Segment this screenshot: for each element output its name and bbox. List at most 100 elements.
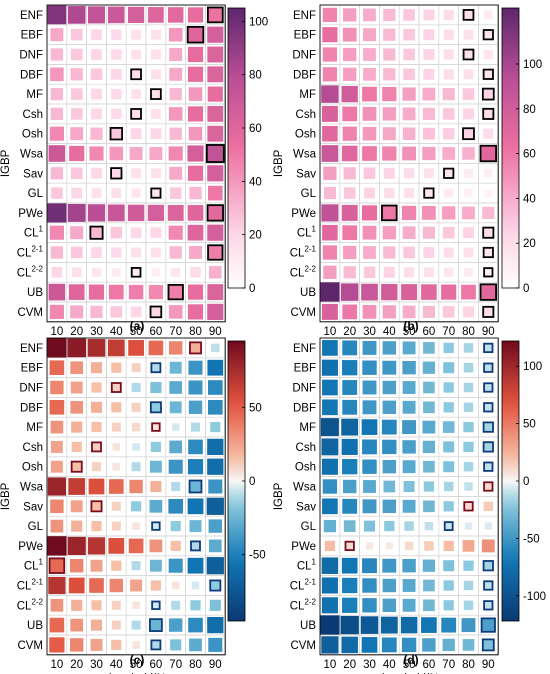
heatmap-cell: [207, 185, 223, 201]
heatmap-cell: [149, 147, 163, 160]
y-tick-label: CL1: [24, 558, 44, 573]
heatmap-cell: [443, 29, 454, 40]
y-tick-label: Csh: [296, 442, 316, 454]
y-tick-label: ENF: [20, 10, 43, 22]
x-tick-label: 70: [169, 659, 182, 671]
colorbar-tick-label: 20: [249, 230, 262, 242]
heatmap-cell: [382, 127, 396, 141]
heatmap-cell: [383, 8, 396, 21]
heatmap-cell: [188, 617, 203, 633]
heatmap-cell: [442, 306, 455, 318]
heatmap-cell: [90, 619, 103, 631]
heatmap-cell: [363, 480, 376, 493]
heatmap-cell: [343, 245, 357, 260]
heatmap-cell: [362, 598, 377, 613]
heatmap-cell: [207, 284, 224, 301]
y-tick-label: GL: [28, 521, 44, 533]
y-tick-label: DBF: [293, 69, 316, 81]
heatmap-cell: [423, 401, 435, 414]
heatmap-cell: [131, 402, 141, 412]
heatmap-cell: [167, 204, 184, 221]
heatmap-cell: [444, 188, 454, 198]
heatmap-cell: [423, 29, 435, 41]
y-tick-label: Osh: [22, 462, 43, 474]
x-tick-label: 60: [150, 659, 163, 671]
heatmap-cell: [402, 381, 416, 394]
heatmap-cell: [463, 29, 474, 40]
heatmap-cell: [381, 283, 398, 301]
heatmap-cell: [442, 226, 455, 239]
heatmap-cell: [110, 306, 123, 318]
heatmap-cell: [442, 88, 455, 101]
heatmap-cell: [189, 342, 202, 354]
heatmap-cell: [343, 520, 356, 532]
plot-frame: [319, 337, 499, 656]
x-tick-label: 20: [70, 326, 83, 338]
heatmap-cell: [323, 187, 336, 200]
heatmap-cell: [50, 519, 64, 533]
optimal-threshold-marker: [130, 267, 142, 278]
heatmap-cell: [464, 482, 473, 491]
heatmap-cell: [422, 226, 435, 239]
heatmap-cell: [49, 558, 65, 574]
heatmap-cell: [443, 580, 454, 591]
heatmap-cell: [91, 108, 102, 120]
x-tick-label: 60: [423, 326, 436, 338]
heatmap-cell: [150, 441, 161, 452]
heatmap-cell: [71, 461, 82, 472]
heatmap-cell: [342, 459, 358, 475]
plot-frame: [319, 4, 499, 323]
optimal-threshold-marker: [483, 600, 494, 611]
optimal-threshold-marker: [482, 441, 494, 453]
heatmap-cell: [421, 617, 437, 633]
heatmap-cell: [442, 108, 455, 120]
heatmap-cell: [464, 168, 473, 178]
optimal-threshold-marker: [91, 441, 102, 453]
heatmap-cell: [421, 284, 437, 300]
heatmap-cell: [109, 146, 124, 161]
heatmap-cell: [321, 577, 338, 594]
optimal-threshold-marker: [483, 580, 494, 591]
colorbar-tick-label: 40: [249, 176, 262, 188]
heatmap-cell: [169, 246, 182, 259]
heatmap-cell: [423, 342, 435, 354]
heatmap-cell: [483, 10, 493, 20]
heatmap-cell: [463, 600, 474, 611]
colorbar-tick-label: 0: [249, 476, 255, 488]
heatmap-cell: [49, 617, 65, 633]
heatmap-cell: [462, 147, 475, 160]
heatmap-cell: [207, 380, 223, 395]
panel-label: (a): [130, 319, 145, 333]
y-tick-label: DNF: [292, 383, 316, 395]
x-axis-label: threshold/%: [379, 673, 440, 674]
heatmap-cell: [422, 146, 436, 161]
heatmap-cell: [323, 519, 337, 533]
heatmap-cell: [463, 441, 474, 453]
heatmap-cell: [422, 420, 436, 434]
heatmap-cell: [441, 284, 457, 300]
optimal-threshold-marker: [483, 461, 494, 472]
heatmap-cell: [151, 640, 161, 650]
x-tick-label: 40: [383, 659, 396, 671]
heatmap-cell: [443, 69, 454, 80]
heatmap-cell: [206, 557, 224, 575]
heatmap-cell: [70, 361, 84, 375]
heatmap-cell: [131, 89, 142, 100]
heatmap-cell: [343, 167, 356, 180]
x-tick-label: 40: [383, 326, 396, 338]
optimal-threshold-marker: [344, 540, 355, 552]
heatmap-cell: [463, 9, 474, 20]
x-tick-label: 10: [51, 326, 64, 338]
heatmap-cell: [107, 6, 125, 24]
y-tick-label: Csh: [23, 442, 43, 454]
y-tick-label: MF: [299, 422, 316, 434]
heatmap-cell: [463, 128, 474, 140]
heatmap-cell: [187, 557, 204, 574]
heatmap-cell: [423, 460, 435, 473]
heatmap-cell: [362, 305, 377, 319]
heatmap-cell: [130, 579, 143, 592]
heatmap-cell: [209, 266, 222, 279]
heatmap-cell: [383, 480, 396, 493]
heatmap-cell: [403, 246, 415, 259]
plot-frame: [46, 4, 226, 323]
